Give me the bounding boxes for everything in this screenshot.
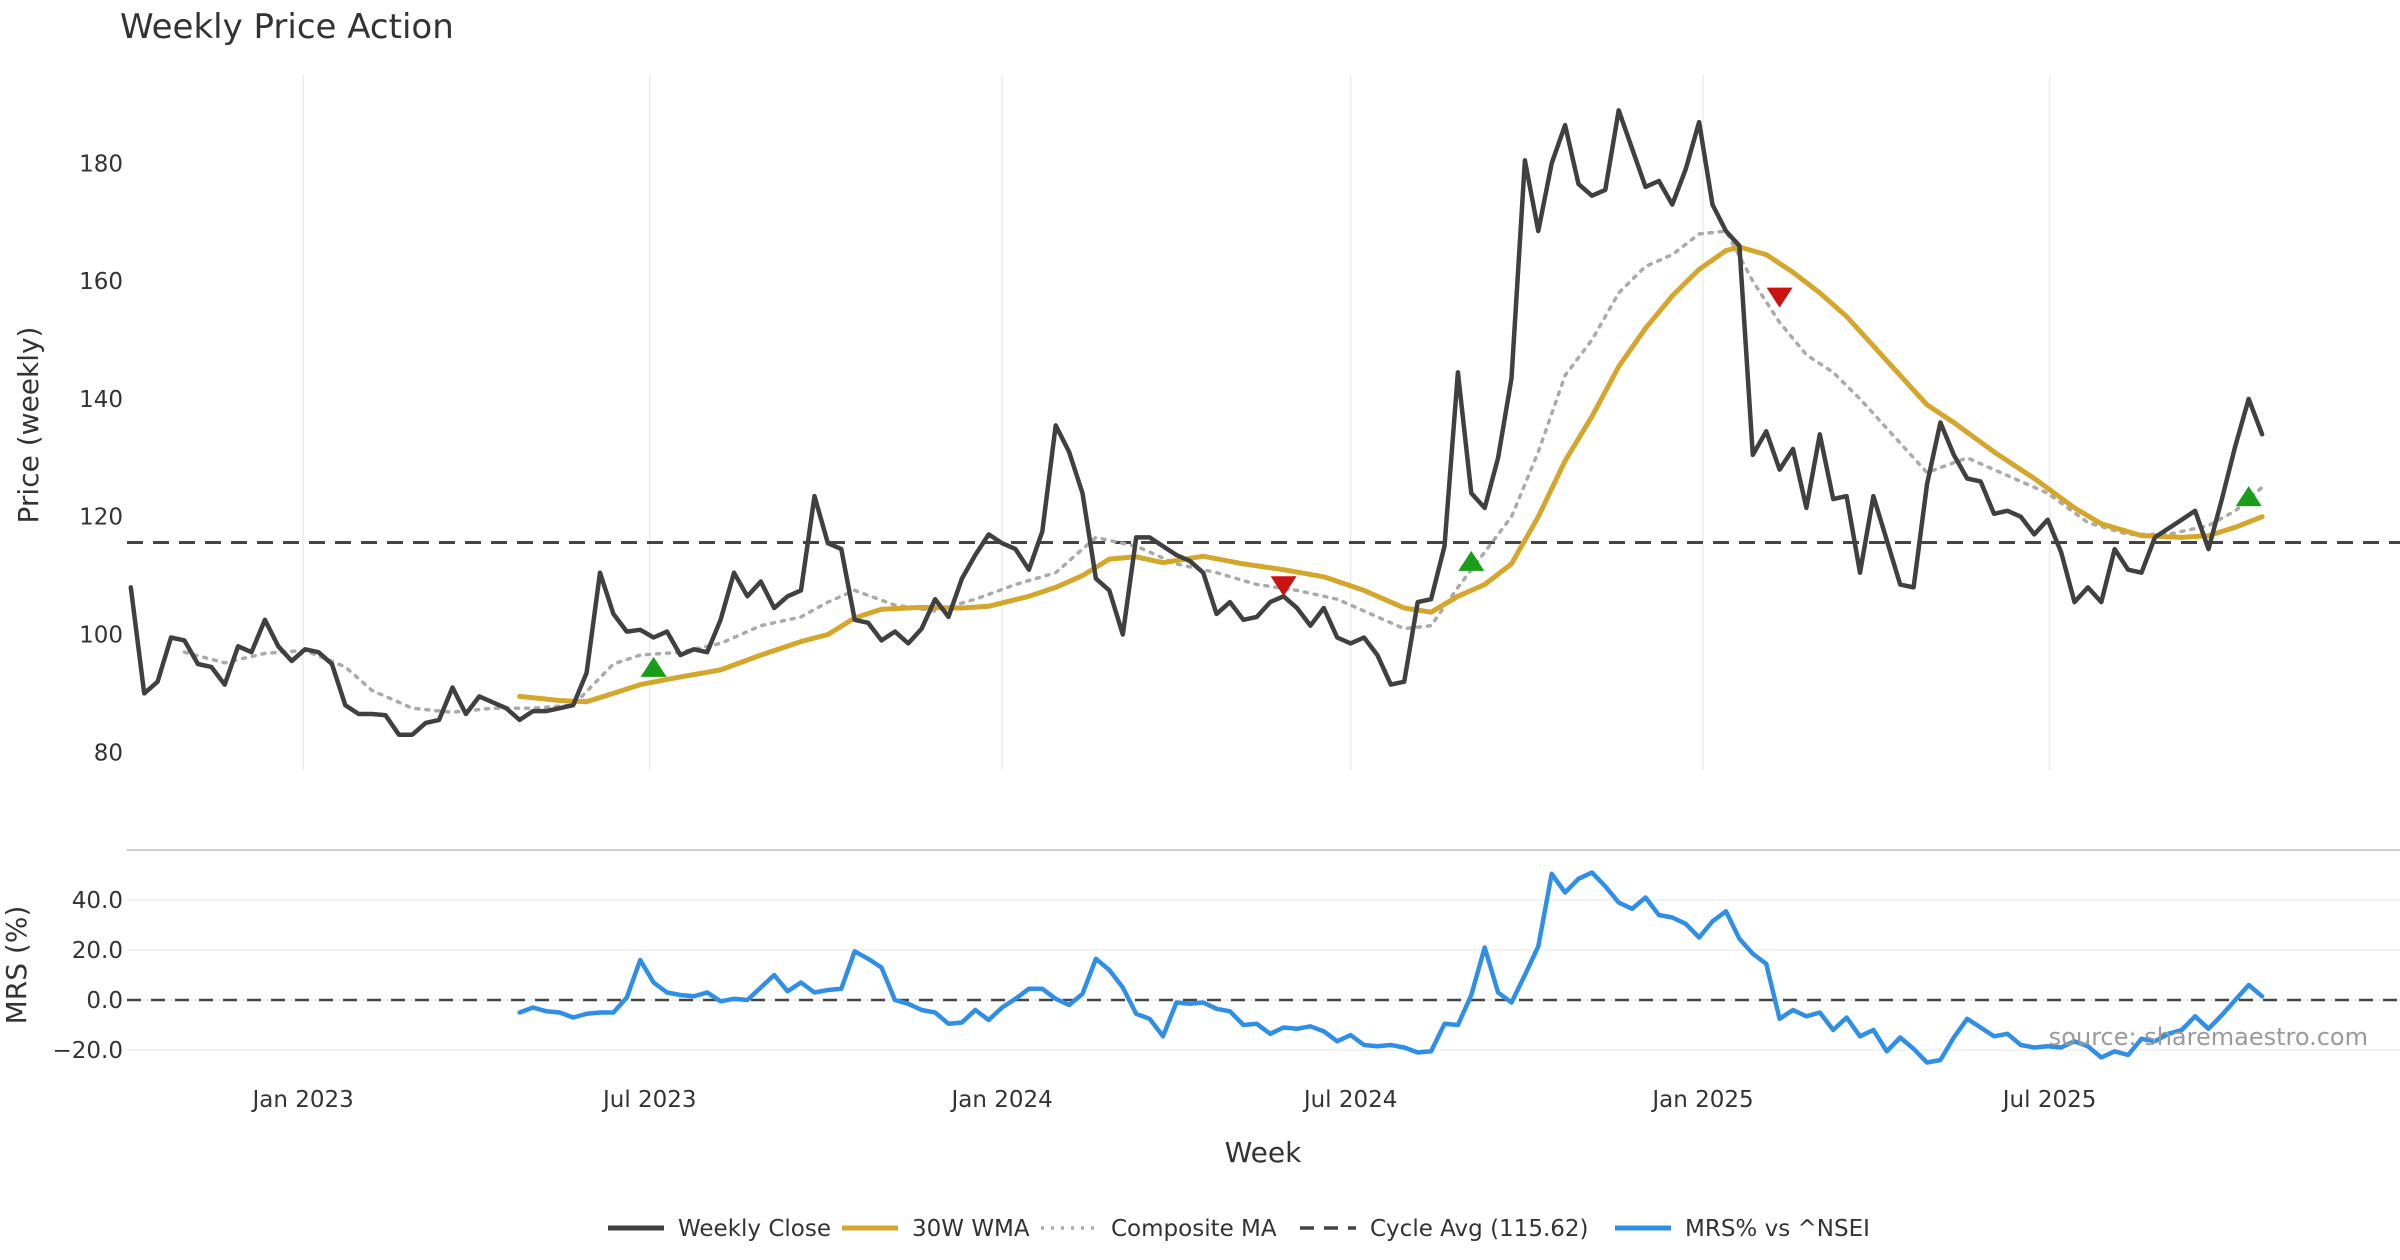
mrs-y-ticks: 40.0 20.0 0.0 −20.0 [53, 888, 123, 1064]
mrs-y-tick-label: 40.0 [72, 888, 123, 914]
legend-label: Composite MA [1111, 1216, 1277, 1242]
price-y-tick-label: 120 [79, 505, 123, 531]
x-tick-label: Jan 2025 [1650, 1087, 1753, 1113]
signal-markers [640, 287, 2262, 677]
x-axis-label: Week [1225, 1136, 1302, 1169]
x-tick-label: Jul 2024 [1302, 1087, 1398, 1113]
buy-signal-marker [1458, 550, 1485, 571]
weekly-close-line [128, 108, 2265, 737]
price-y-tick-label: 80 [94, 740, 123, 766]
buy-signal-marker [640, 656, 667, 677]
source-note: source: sharemaestro.com [2049, 1023, 2368, 1051]
price-y-tick-label: 140 [79, 387, 123, 413]
price-y-ticks: 80 100 120 140 160 180 [79, 151, 123, 766]
mrs-y-tick-label: 20.0 [72, 938, 123, 964]
mrs-series [517, 870, 2265, 1065]
price-series [128, 108, 2265, 737]
mrs-line [517, 870, 2265, 1065]
legend-item: 30W WMA [842, 1216, 1030, 1242]
price-y-axis-label: Price (weekly) [12, 327, 45, 524]
wma-30w-line [517, 244, 2265, 705]
x-axis-ticks: Jan 2023 Jul 2023 Jan 2024 Jul 2024 Jan 2025… [251, 1087, 2097, 1113]
price-grid [302, 75, 2051, 770]
price-y-tick-label: 100 [79, 623, 123, 649]
composite-ma-line [182, 229, 2264, 715]
x-tick-label: Jan 2023 [251, 1087, 354, 1113]
buy-signal-marker [2235, 486, 2262, 507]
sell-signal-marker [1270, 576, 1297, 597]
x-tick-label: Jul 2023 [601, 1087, 697, 1113]
mrs-panel: 40.0 20.0 0.0 −20.0 MRS (%) source: sharema… [0, 870, 2400, 1065]
legend-item: Weekly Close [608, 1216, 831, 1242]
legend-item: Composite MA [1041, 1216, 1277, 1242]
price-panel: 80 100 120 140 160 180 Weekly Price Action Pr… [12, 7, 2400, 770]
x-tick-label: Jan 2024 [949, 1087, 1052, 1113]
legend-label: MRS% vs ^NSEI [1685, 1216, 1870, 1242]
legend-item: Cycle Avg (115.62) [1300, 1216, 1589, 1242]
chart-title: Weekly Price Action [120, 7, 454, 47]
legend-item: MRS% vs ^NSEI [1615, 1216, 1870, 1242]
legend-label: Cycle Avg (115.62) [1370, 1216, 1589, 1242]
mrs-y-axis-label: MRS (%) [0, 906, 33, 1025]
mrs-y-tick-label: −20.0 [53, 1038, 123, 1064]
price-y-tick-label: 180 [79, 151, 123, 177]
mrs-y-tick-label: 0.0 [86, 988, 123, 1014]
legend: Weekly Close 30W WMA Composite MA Cycle Avg… [608, 1216, 1870, 1242]
legend-label: 30W WMA [912, 1216, 1030, 1242]
x-tick-label: Jul 2025 [2001, 1087, 2097, 1113]
sell-signal-marker [1766, 287, 1793, 308]
price-y-tick-label: 160 [79, 269, 123, 295]
legend-label: Weekly Close [678, 1216, 831, 1242]
